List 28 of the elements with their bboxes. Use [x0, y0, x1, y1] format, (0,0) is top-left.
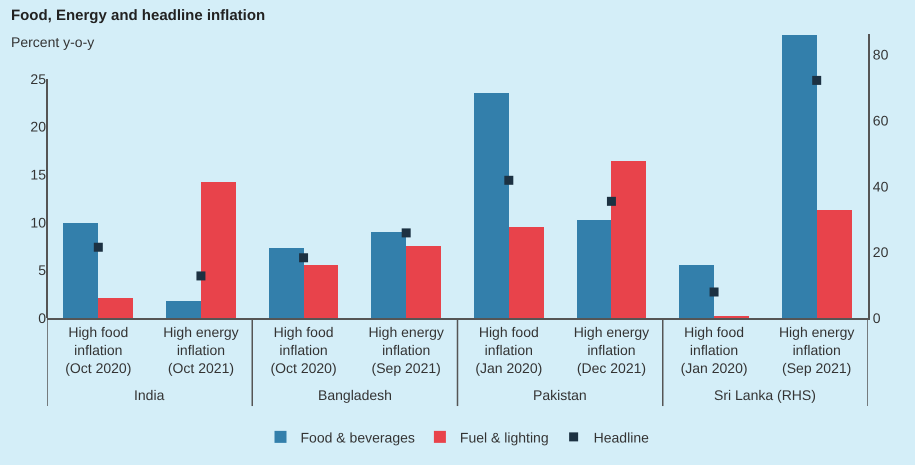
x-tick-label: High energy inflation (Sep 2021)	[778, 324, 854, 376]
text: Sri Lanka (RHS)	[714, 387, 816, 403]
y2-tick-label: 20	[872, 244, 889, 260]
x-tick-label: High energy inflation (Sep 2021)	[368, 324, 444, 376]
y2-tick-label: 40	[872, 178, 889, 194]
x-tick-label: High food inflation (Oct 2020)	[270, 324, 337, 376]
legend-label: Food & beverages	[300, 429, 415, 446]
legend-label: Fuel & lighting	[460, 429, 549, 446]
legend-label: Headline	[594, 429, 650, 446]
x-tick-label: High food inflation (Jan 2020)	[680, 324, 748, 376]
y-tick-label: 0	[38, 310, 46, 326]
y-tick-label: 25	[30, 70, 46, 87]
y-tick-label: 15	[30, 166, 46, 182]
chart-title: Food, Energy and headline inflation	[10, 7, 266, 24]
y2-tick-label: 80	[872, 46, 889, 63]
chart-subtitle: Percent y-o-y	[11, 34, 94, 50]
x-tick-label: High food inflation (Oct 2020)	[65, 324, 132, 376]
y2-tick-label: 60	[872, 112, 889, 128]
text: India	[134, 387, 165, 403]
x-tick-label: High energy inflation (Dec 2021)	[574, 324, 650, 376]
x-tick-label: High energy inflation (Oct 2021)	[163, 324, 239, 376]
y2-tick-label: 0	[872, 310, 881, 326]
y-tick-label: 20	[30, 118, 46, 135]
y-tick-label: 10	[30, 214, 46, 230]
x-tick-label: High food inflation (Jan 2020)	[475, 324, 542, 376]
y-tick-label: 5	[38, 262, 46, 278]
text: Bangladesh	[318, 387, 392, 403]
text: Pakistan	[533, 387, 587, 403]
